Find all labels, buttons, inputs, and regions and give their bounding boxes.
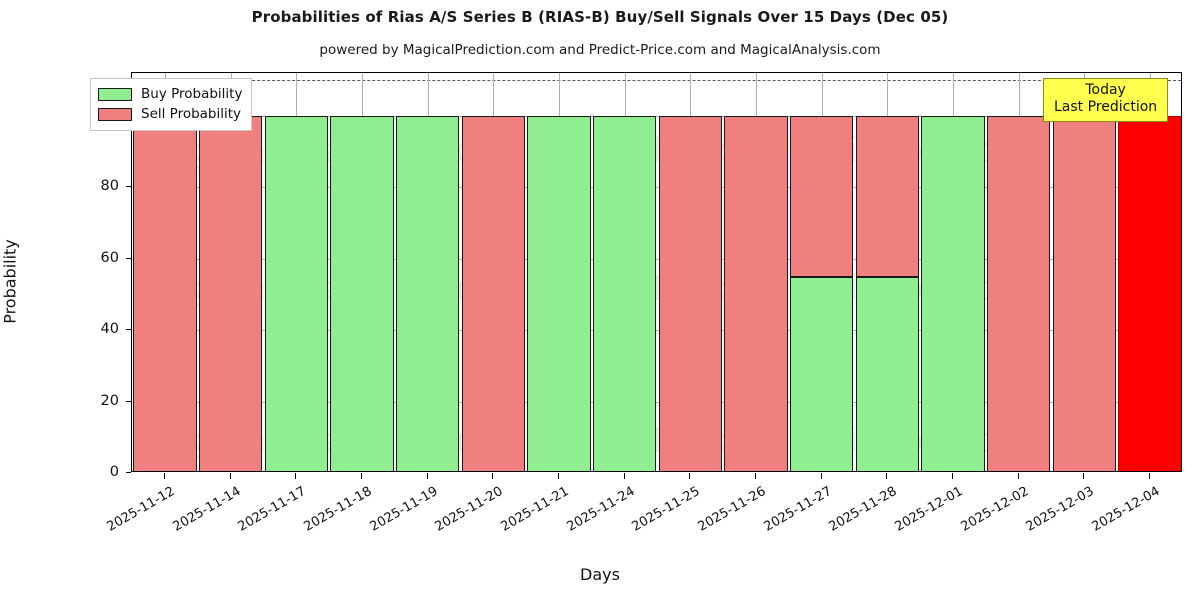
bar-sell[interactable] (855, 115, 920, 277)
legend[interactable]: Buy Probability Sell Probability (90, 78, 253, 131)
y-tick-mark (126, 186, 131, 188)
bar-buy[interactable] (264, 115, 328, 471)
bar-sell[interactable] (724, 115, 788, 471)
x-tick-mark (952, 473, 954, 479)
bar-buy[interactable] (790, 276, 854, 471)
y-tick-label: 80 (100, 178, 119, 195)
x-tick-mark (1149, 473, 1151, 479)
bar-sell[interactable] (790, 115, 854, 277)
x-tick-mark (426, 473, 428, 479)
x-tick-mark (820, 473, 822, 479)
gridline-horizontal (132, 401, 1181, 403)
bar-buy[interactable] (921, 115, 985, 471)
x-tick-mark (295, 473, 297, 479)
today-annotation-line1: Today (1085, 82, 1126, 98)
x-tick-mark (886, 473, 888, 479)
plot-inner: MagicalAnalysis.comMagicalPrediction.com… (132, 73, 1181, 471)
bar-buy[interactable] (330, 115, 394, 471)
legend-swatch-buy (98, 87, 132, 101)
bar-sell[interactable] (987, 115, 1051, 471)
bar-buy[interactable] (395, 115, 460, 471)
gridline-horizontal (132, 115, 1181, 117)
bar-sell-today[interactable] (1118, 115, 1181, 471)
plot-area: MagicalAnalysis.comMagicalPrediction.com… (131, 72, 1182, 472)
bar-sell[interactable] (461, 115, 525, 471)
y-tick-label: 60 (100, 249, 119, 266)
bar-buy[interactable] (855, 276, 920, 471)
y-tick-mark (126, 472, 131, 473)
x-tick-mark (492, 473, 494, 479)
gridline-horizontal (132, 258, 1181, 260)
y-axis-title: Probability (0, 239, 20, 324)
bar-buy[interactable] (592, 115, 657, 471)
x-tick-mark (1083, 473, 1085, 479)
legend-swatch-sell (98, 107, 132, 121)
y-tick-mark (126, 257, 131, 259)
page-title: Probabilities of Rias A/S Series B (RIAS… (251, 8, 949, 26)
legend-item[interactable]: Sell Probability (98, 104, 242, 124)
y-tick-mark (126, 400, 131, 402)
gridline-horizontal (132, 330, 1181, 332)
legend-label: Buy Probability (141, 86, 243, 102)
x-tick-mark (755, 473, 757, 479)
x-tick-mark (557, 473, 559, 479)
x-tick-mark (229, 473, 231, 479)
x-tick-mark (163, 473, 165, 479)
bar-sell[interactable] (658, 115, 723, 471)
bar-sell[interactable] (198, 115, 263, 471)
legend-label: Sell Probability (141, 106, 242, 122)
reference-line-dashed (132, 80, 1181, 82)
today-annotation-line2: Last Prediction (1054, 99, 1158, 116)
bar-sell[interactable] (133, 115, 197, 471)
x-axis-title: Days (580, 565, 620, 584)
chart-subtitle: powered by MagicalPrediction.com and Pre… (319, 42, 881, 58)
y-tick-mark (126, 329, 131, 331)
legend-item[interactable]: Buy Probability (98, 84, 242, 104)
x-tick-mark (689, 473, 691, 479)
y-tick-label: 40 (100, 321, 119, 338)
x-tick-mark (1017, 473, 1019, 479)
y-tick-label: 20 (100, 392, 119, 409)
x-tick-mark (623, 473, 625, 479)
bar-buy[interactable] (527, 115, 591, 471)
bar-sell[interactable] (1052, 115, 1117, 471)
x-tick-mark (360, 473, 362, 479)
y-tick-label: 0 (109, 464, 119, 480)
today-annotation: Today Last Prediction (1043, 78, 1169, 123)
gridline-horizontal (132, 187, 1181, 189)
